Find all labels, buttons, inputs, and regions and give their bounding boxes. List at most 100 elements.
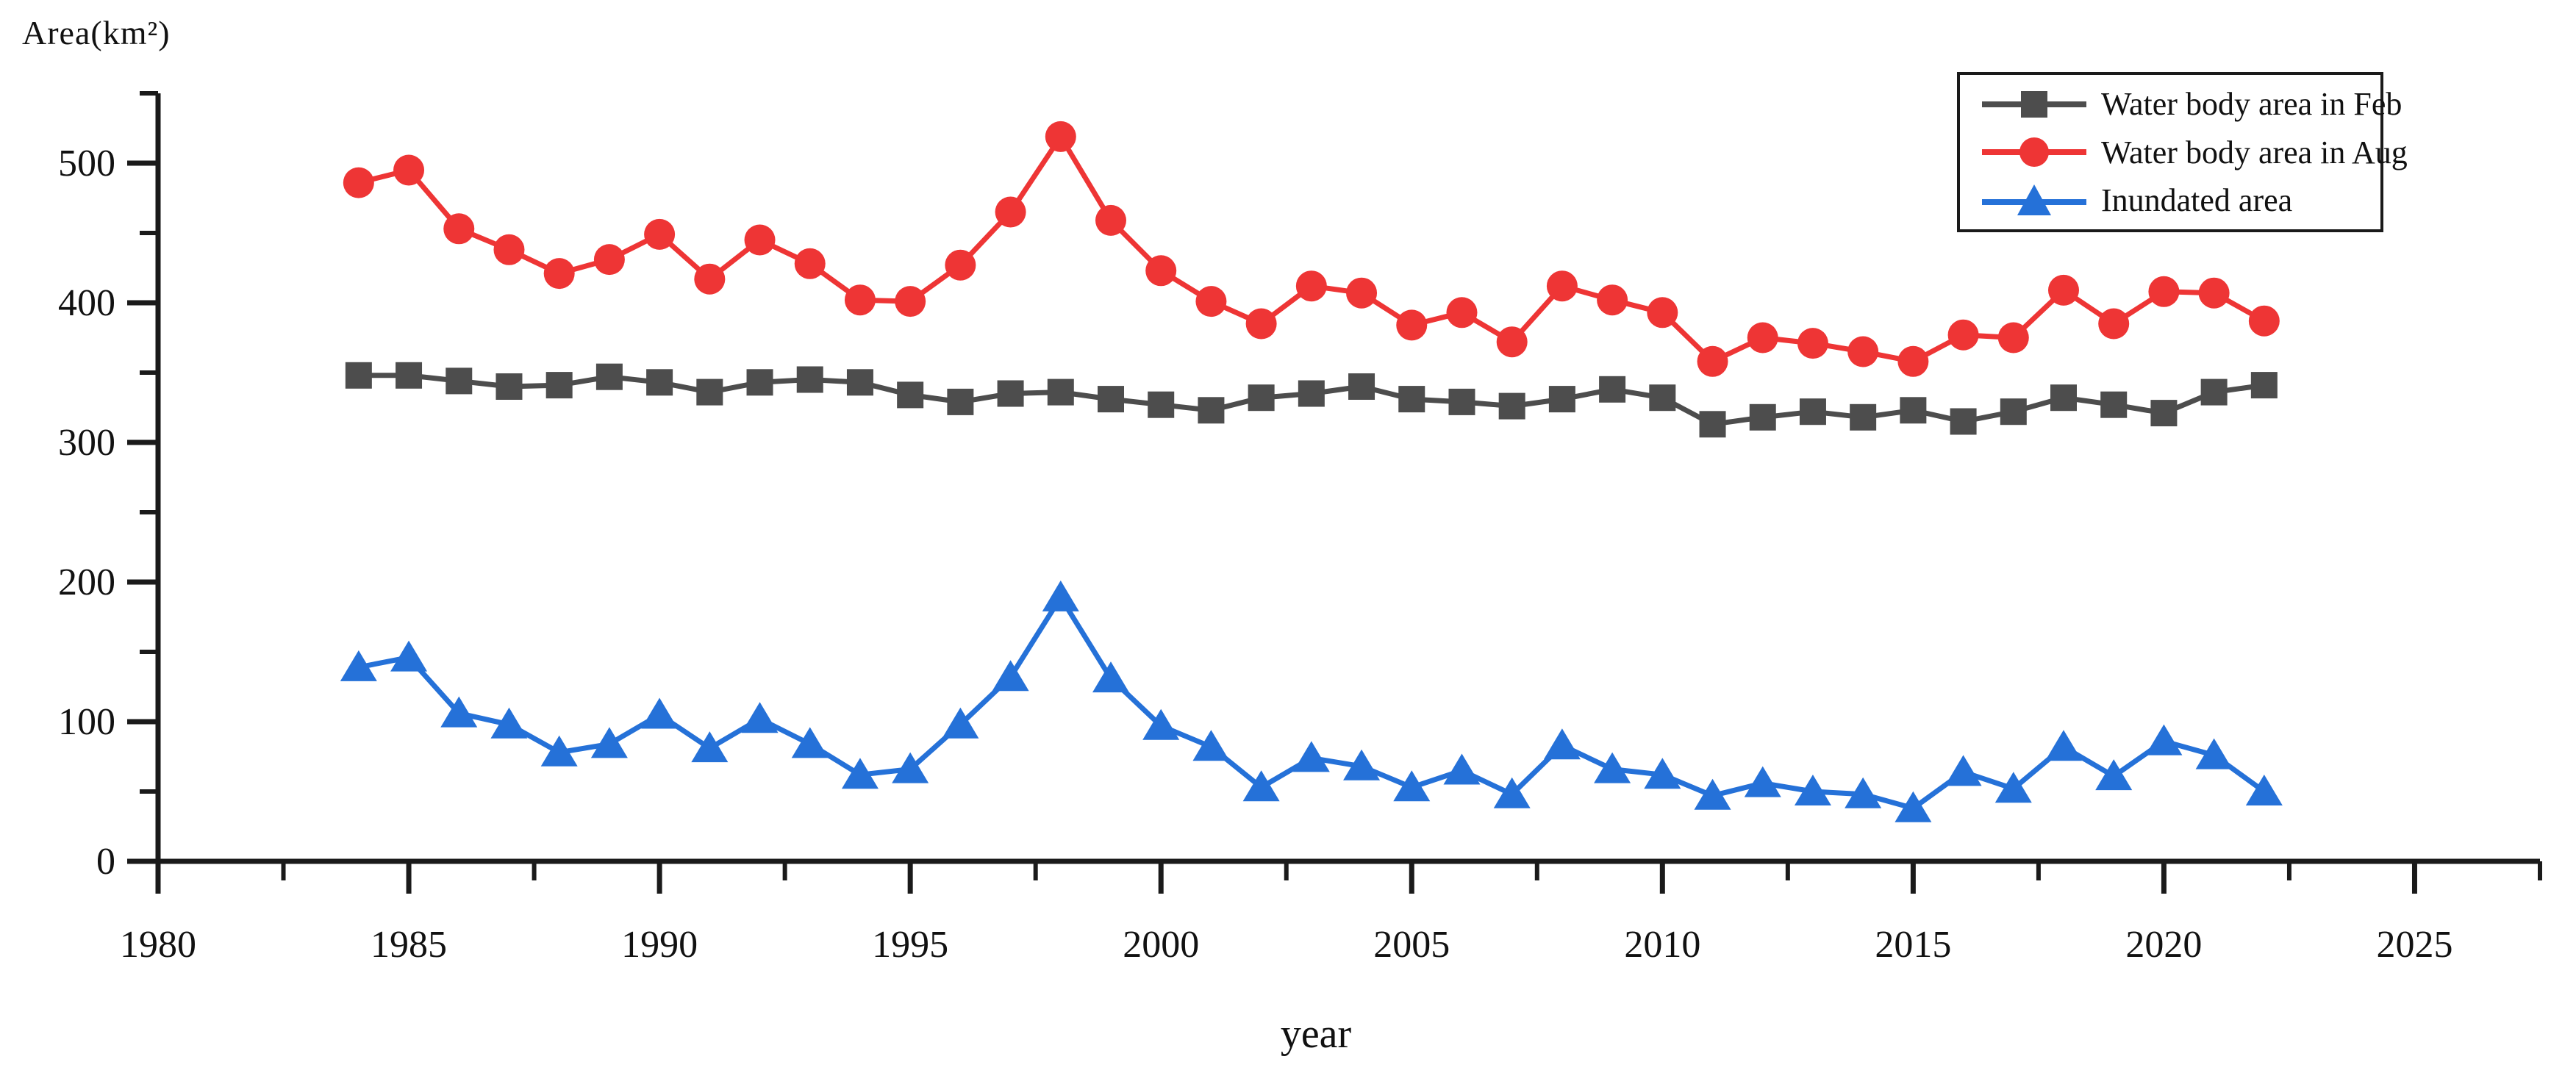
data-point-triangle bbox=[691, 731, 729, 763]
y-tick-label: 400 bbox=[58, 282, 115, 324]
legend-label-feb: Water body area in Feb bbox=[2101, 86, 2403, 122]
data-point-circle bbox=[995, 196, 1026, 228]
data-point-circle bbox=[794, 248, 826, 279]
data-point-circle bbox=[1747, 322, 1778, 353]
data-point-square bbox=[897, 381, 924, 409]
data-point-circle bbox=[1897, 345, 1929, 377]
data-point-circle bbox=[1947, 319, 1979, 351]
data-point-square bbox=[846, 369, 873, 396]
data-point-circle bbox=[493, 234, 525, 265]
data-point-triangle bbox=[440, 696, 478, 728]
data-point-circle bbox=[694, 263, 726, 295]
legend-entry-aug: Water body area in Aug bbox=[1979, 133, 2408, 171]
data-point-circle bbox=[1697, 345, 1728, 377]
data-point-circle bbox=[1597, 284, 1628, 316]
data-point-circle bbox=[543, 258, 575, 290]
x-tick-label: 2015 bbox=[1875, 924, 1951, 966]
data-point-triangle bbox=[1895, 791, 1932, 822]
data-point-triangle bbox=[540, 735, 578, 767]
data-point-square bbox=[2250, 372, 2278, 399]
data-point-triangle bbox=[942, 707, 979, 739]
data-point-triangle bbox=[2245, 775, 2283, 805]
data-point-triangle bbox=[1242, 770, 1280, 802]
data-point-triangle bbox=[490, 707, 528, 739]
data-point-square bbox=[796, 366, 823, 393]
data-point-square bbox=[1198, 397, 1225, 424]
y-tick-label: 100 bbox=[58, 701, 115, 743]
legend-entry-feb: Water body area in Feb bbox=[1979, 85, 2402, 123]
data-point-circle bbox=[2198, 277, 2230, 309]
data-point-square bbox=[1498, 392, 1525, 420]
feb-line-square-icon bbox=[1982, 90, 2086, 118]
data-point-triangle bbox=[390, 640, 428, 672]
data-point-circle bbox=[1496, 326, 1528, 358]
x-tick-label: 1990 bbox=[621, 924, 698, 966]
data-point-triangle bbox=[791, 727, 829, 758]
data-point-triangle bbox=[841, 758, 879, 789]
data-point-circle bbox=[1095, 204, 1126, 236]
data-point-circle bbox=[1847, 336, 1879, 367]
data-point-triangle bbox=[2145, 724, 2183, 755]
data-point-triangle bbox=[1393, 770, 1431, 802]
data-point-circle bbox=[644, 218, 676, 250]
data-point-square bbox=[396, 362, 423, 389]
data-point-circle bbox=[1396, 309, 1428, 341]
data-point-circle bbox=[1446, 297, 1478, 329]
data-point-triangle bbox=[1644, 758, 1681, 789]
data-point-triangle bbox=[1994, 772, 2032, 803]
data-point-triangle bbox=[2045, 730, 2082, 761]
data-point-square bbox=[1599, 376, 1626, 403]
data-point-circle bbox=[1546, 270, 1578, 302]
data-point-square bbox=[1448, 388, 1475, 415]
data-point-square bbox=[1298, 380, 1325, 407]
data-point-triangle bbox=[992, 660, 1029, 692]
data-point-circle bbox=[1346, 277, 1378, 309]
data-point-square bbox=[646, 369, 673, 396]
data-point-square bbox=[1098, 386, 1124, 413]
y-tick-label: 200 bbox=[58, 561, 115, 603]
x-tick-label: 2000 bbox=[1123, 924, 1199, 966]
legend-box: Water body area in Feb Water body area i… bbox=[1957, 72, 2408, 232]
data-point-square bbox=[1398, 386, 1425, 413]
data-point-triangle bbox=[340, 650, 377, 681]
data-point-square bbox=[1649, 384, 1676, 412]
x-tick-label: 1985 bbox=[371, 924, 447, 966]
data-point-triangle bbox=[1694, 778, 1731, 810]
data-point-triangle bbox=[741, 702, 779, 733]
data-point-square bbox=[1900, 397, 1927, 424]
data-point-circle bbox=[2098, 308, 2130, 340]
data-point-triangle bbox=[892, 752, 929, 783]
data-point-square bbox=[495, 373, 523, 400]
data-point-triangle bbox=[1142, 708, 1180, 740]
data-point-triangle bbox=[1845, 777, 1882, 808]
data-point-triangle bbox=[1543, 728, 1581, 760]
data-point-triangle bbox=[641, 697, 679, 729]
data-point-triangle bbox=[1292, 741, 1330, 772]
x-tick-label: 1980 bbox=[120, 924, 196, 966]
data-point-square bbox=[446, 367, 473, 395]
legend-label-aug: Water body area in Aug bbox=[2101, 134, 2408, 171]
x-tick-label: 1995 bbox=[872, 924, 948, 966]
legend-entry-inundated: Inundated area bbox=[1979, 182, 2380, 220]
data-point-triangle bbox=[2195, 738, 2233, 769]
data-point-square bbox=[1348, 373, 1375, 400]
data-point-circle bbox=[1245, 308, 1277, 340]
data-point-triangle bbox=[1343, 749, 1381, 780]
data-point-triangle bbox=[1944, 755, 1982, 786]
data-point-square bbox=[1548, 386, 1575, 413]
y-tick-label: 0 bbox=[96, 841, 115, 883]
x-tick-label: 2005 bbox=[1373, 924, 1450, 966]
data-point-triangle bbox=[1092, 661, 1129, 693]
data-point-circle bbox=[1997, 322, 2029, 353]
data-point-circle bbox=[1647, 297, 1678, 329]
data-point-triangle bbox=[2095, 759, 2133, 791]
data-point-square bbox=[947, 388, 974, 415]
data-point-circle bbox=[1295, 270, 1327, 302]
data-point-square bbox=[2050, 384, 2077, 412]
data-point-square bbox=[1850, 403, 1877, 431]
data-point-square bbox=[1749, 403, 1776, 431]
data-point-triangle bbox=[1594, 752, 1631, 783]
data-point-circle bbox=[895, 286, 926, 317]
data-point-triangle bbox=[1744, 766, 1781, 797]
data-point-circle bbox=[343, 167, 374, 198]
